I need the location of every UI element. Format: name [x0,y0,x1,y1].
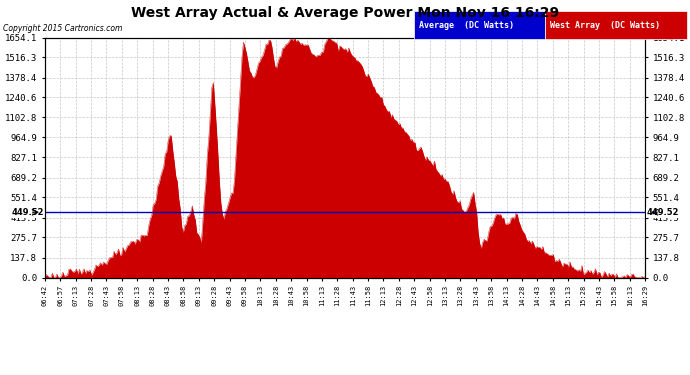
Text: 449.52: 449.52 [647,208,679,217]
Bar [545,11,687,39]
Text: Average  (DC Watts): Average (DC Watts) [420,21,515,30]
Text: West Array Actual & Average Power Mon Nov 16 16:29: West Array Actual & Average Power Mon No… [131,6,559,20]
Text: Copyright 2015 Cartronics.com: Copyright 2015 Cartronics.com [3,24,123,33]
Text: 449.52: 449.52 [11,208,43,217]
Bar [414,11,545,39]
Text: West Array  (DC Watts): West Array (DC Watts) [551,21,660,30]
